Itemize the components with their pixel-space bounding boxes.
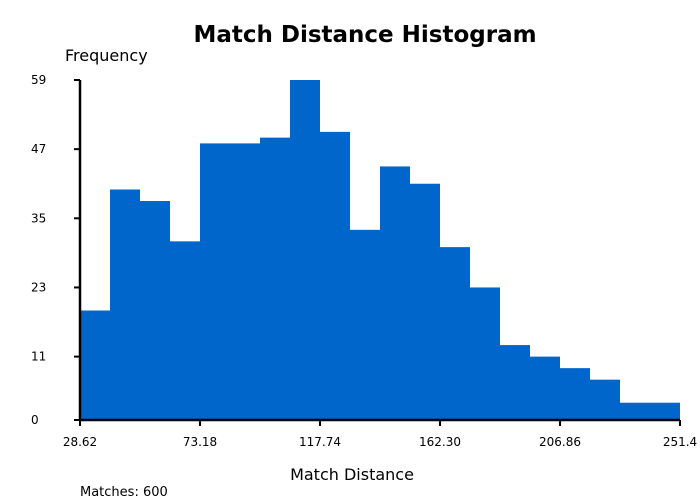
x-tick-label: 251.4 [663, 435, 697, 449]
histogram-bar [140, 201, 170, 420]
x-ticks-group: 28.62 73.18 117.74 162.30 206.86 251.4 [63, 420, 697, 449]
histogram-bar [590, 379, 620, 420]
y-tick-label: 11 [31, 350, 46, 364]
histogram-bar [80, 310, 110, 420]
histogram-bar [230, 143, 260, 420]
histogram-bar [170, 241, 200, 420]
histogram-bar [290, 80, 320, 420]
x-tick-label: 206.86 [539, 435, 581, 449]
histogram-bar [350, 229, 380, 420]
histogram-bar [410, 183, 440, 420]
y-tick-label: 59 [31, 73, 46, 87]
histogram-bar [620, 402, 650, 420]
y-tick-label: 0 [31, 413, 39, 427]
histogram-bar [530, 356, 560, 420]
histogram-bar [320, 131, 350, 420]
chart-title: Match Distance Histogram [193, 22, 536, 48]
histogram-bar [560, 368, 590, 420]
y-ticks-group: 0 11 23 35 47 59 [31, 73, 80, 427]
bars-group [80, 80, 680, 420]
histogram-bar [110, 189, 140, 420]
x-tick-label: 28.62 [63, 435, 97, 449]
y-tick-label: 35 [31, 211, 46, 225]
axes-group [78, 80, 680, 422]
x-axis-title: Match Distance [290, 465, 414, 484]
x-tick-label: 117.74 [299, 435, 341, 449]
histogram-bar [500, 345, 530, 420]
histogram-bar [470, 287, 500, 420]
histogram-bar [380, 166, 410, 420]
histogram-bar [260, 137, 290, 420]
x-tick-label: 162.30 [419, 435, 461, 449]
histogram-bar [440, 247, 470, 420]
y-axis-title: Frequency [65, 46, 148, 65]
x-tick-label: 73.18 [183, 435, 217, 449]
y-tick-label: 47 [31, 142, 46, 156]
histogram-bar [650, 402, 680, 420]
histogram-bar [200, 143, 230, 420]
matches-count: Matches: 600 [80, 485, 168, 500]
y-tick-label: 23 [31, 280, 46, 294]
